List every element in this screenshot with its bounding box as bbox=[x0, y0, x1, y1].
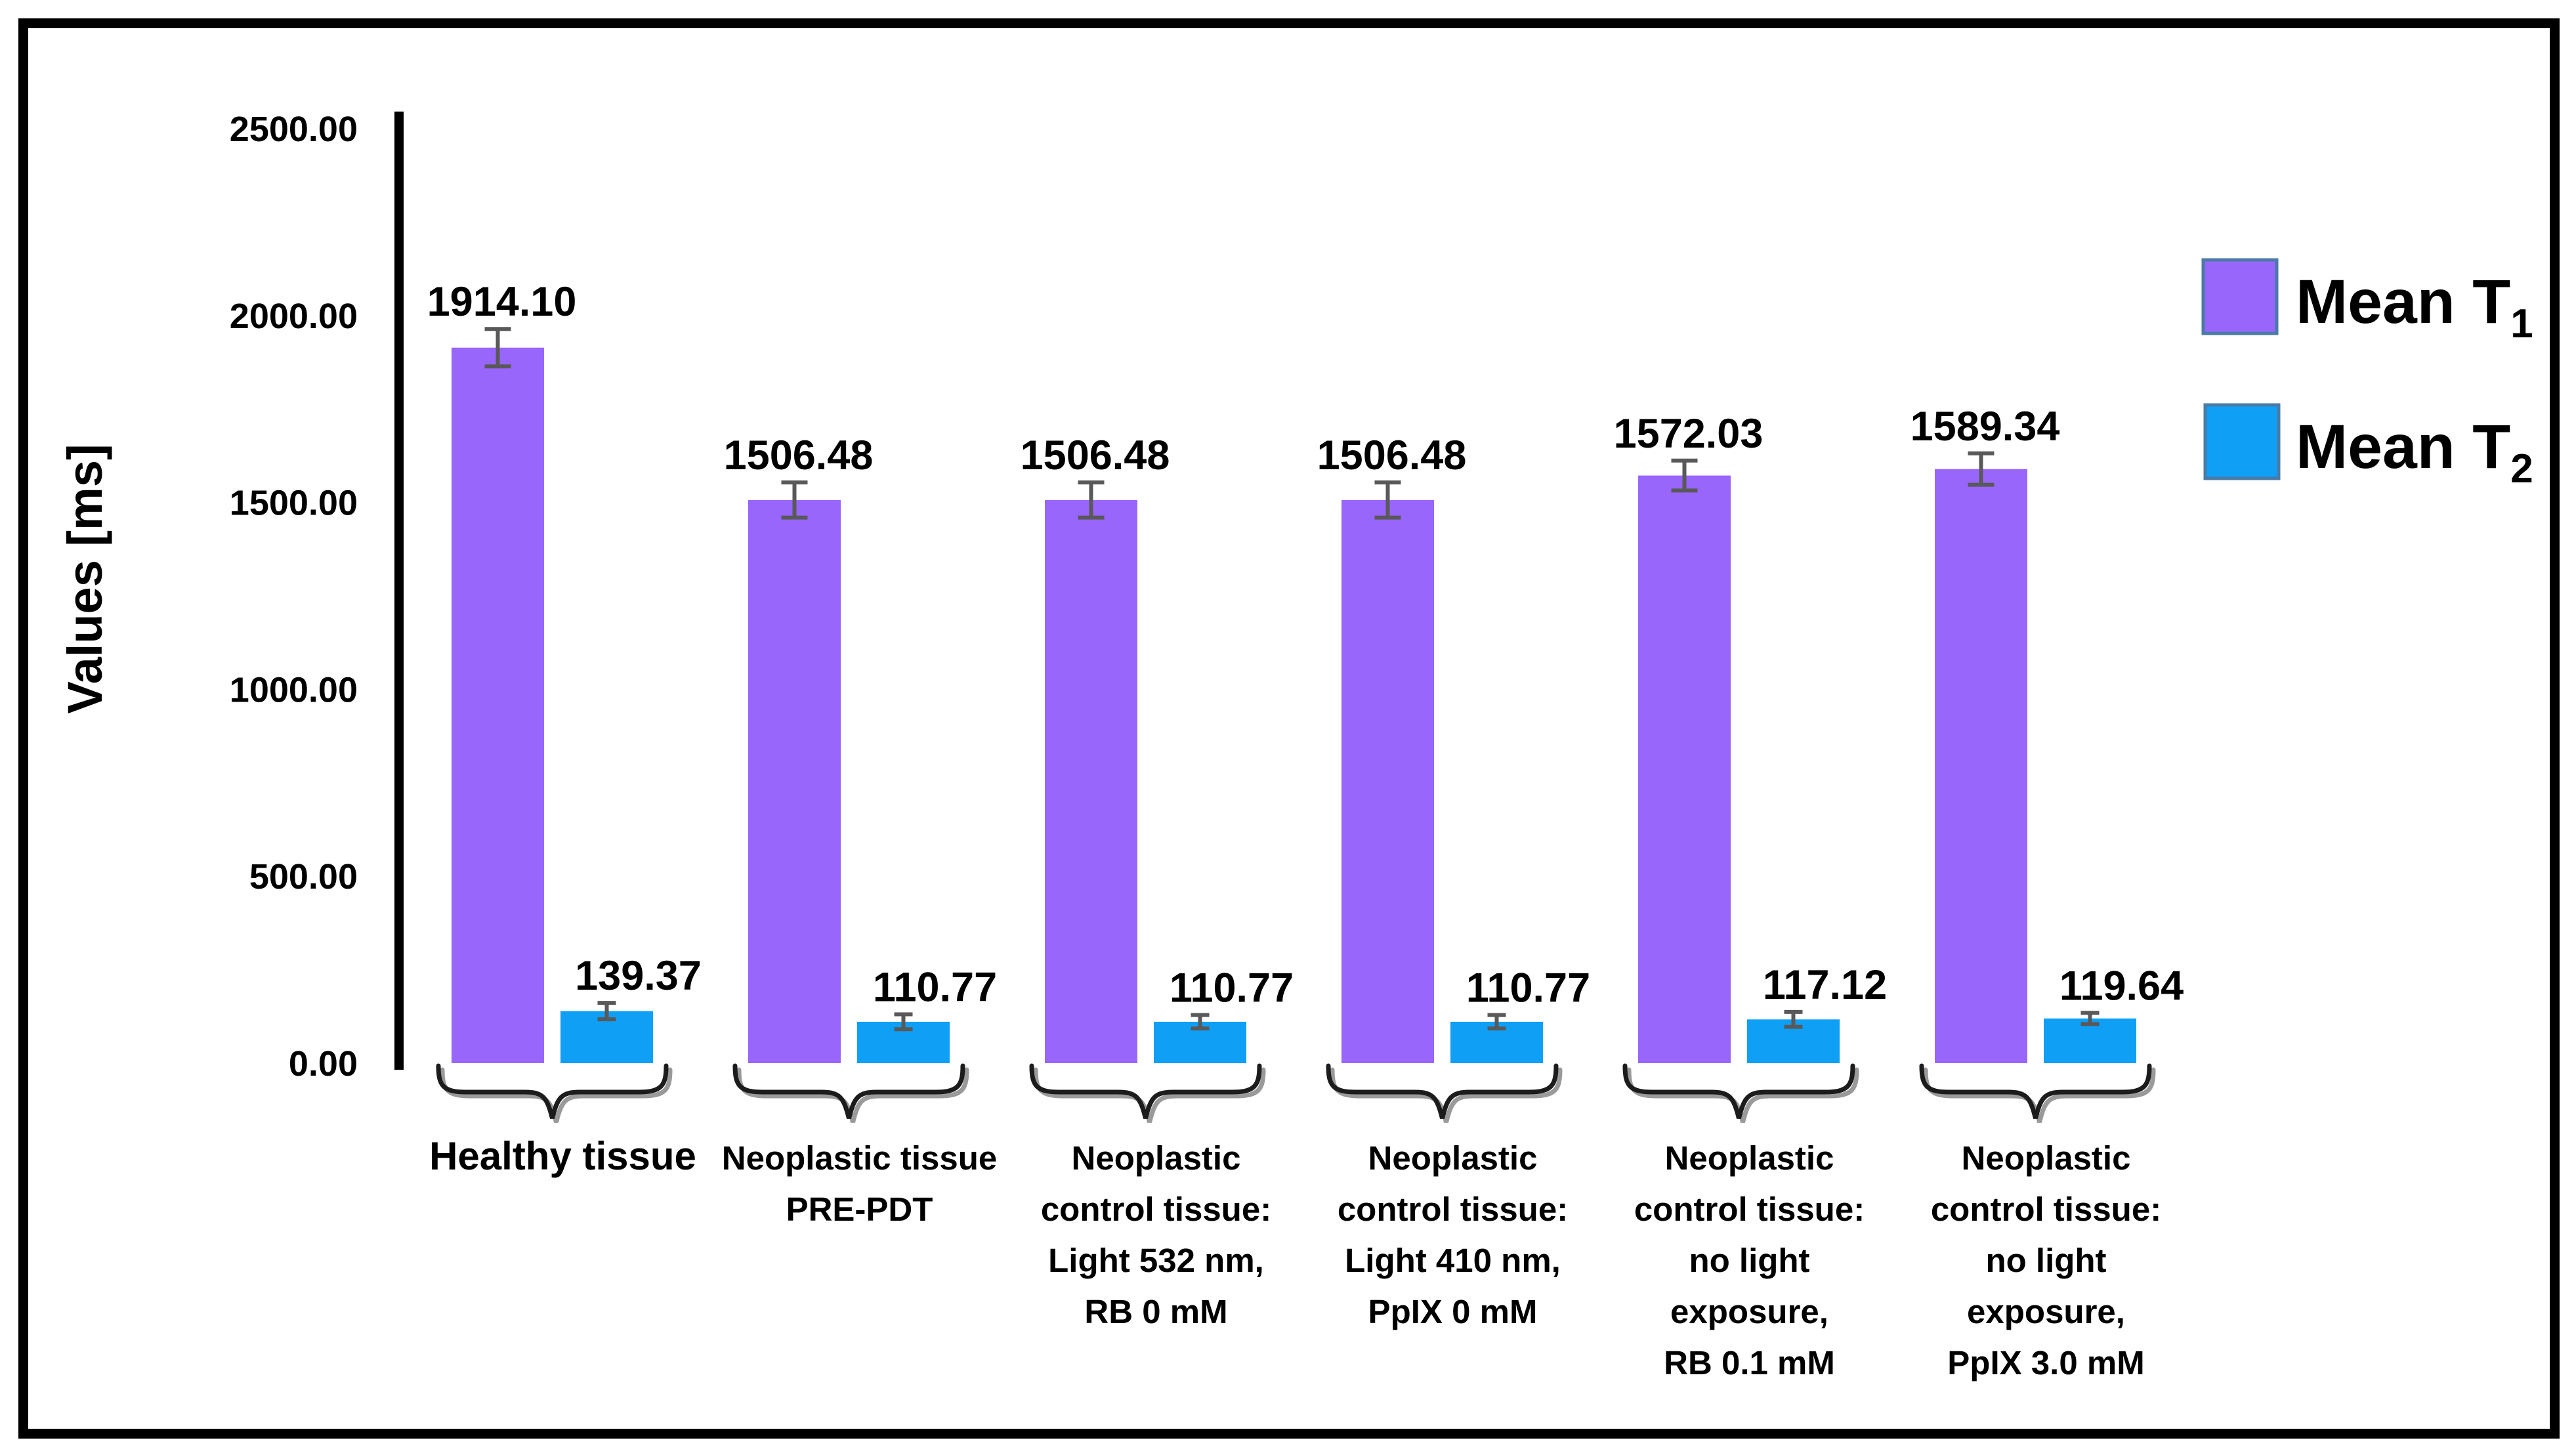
y-axis-line bbox=[394, 112, 404, 1070]
group-brace-shadow bbox=[1033, 1067, 1266, 1123]
y-tick-label: 500.00 bbox=[249, 857, 358, 896]
category-label-line: control tissue: bbox=[1931, 1191, 2161, 1228]
value-label-t2-group-2: 110.77 bbox=[873, 965, 997, 1011]
value-labels: 1914.10 1506.48 1506.48 1506.48 1572.03 1589.… bbox=[427, 279, 2184, 1011]
category-label-line: no light bbox=[1689, 1242, 1809, 1279]
legend-label-text: Mean T bbox=[2296, 267, 2510, 337]
category-label-line: Neoplastic bbox=[1665, 1139, 1834, 1177]
error-bar-t1-group-3 bbox=[1078, 480, 1105, 520]
category-label-line: PRE-PDT bbox=[786, 1191, 933, 1228]
plot-area: 1914.10 1506.48 1506.48 1506.48 1572.03 1589.… bbox=[58, 110, 2533, 1381]
bar-t1-group-3 bbox=[1045, 499, 1137, 1063]
bar-t1-group-5 bbox=[1638, 475, 1731, 1063]
group-brace-shadow bbox=[1923, 1067, 2156, 1123]
category-label-2: Neoplastic tissue PRE-PDT bbox=[722, 1139, 997, 1228]
value-label-t2-group-6: 119.64 bbox=[2059, 963, 2184, 1009]
category-label-line: exposure, bbox=[1670, 1293, 1828, 1330]
y-tick-label: 2500.00 bbox=[230, 110, 358, 149]
value-label-t2-group-1: 139.37 bbox=[575, 953, 702, 999]
figure-border bbox=[18, 18, 2560, 1439]
category-labels: Healthy tissue Neoplastic tissue PRE-PDTNe… bbox=[429, 1134, 2161, 1381]
y-tick-labels: 0.00 500.00 1000.00 1500.00 2000.00 2500.00 bbox=[230, 110, 358, 1084]
category-label-line: Light 410 nm, bbox=[1345, 1242, 1561, 1279]
legend-label-subscript: 1 bbox=[2510, 301, 2533, 347]
y-tick-label: 1500.00 bbox=[230, 484, 358, 523]
legend-label-t2: Mean T2 bbox=[2296, 412, 2533, 492]
error-bar-t1-group-1 bbox=[484, 327, 511, 369]
y-axis-title: Values [ms] bbox=[58, 444, 112, 713]
category-label-line: Light 532 nm, bbox=[1048, 1242, 1264, 1279]
group-brace-1 bbox=[436, 1063, 669, 1119]
category-label-line: Healthy tissue bbox=[429, 1134, 696, 1178]
y-tick-label: 1000.00 bbox=[230, 670, 358, 709]
group-brace-6 bbox=[1919, 1063, 2152, 1119]
category-label-line: control tissue: bbox=[1041, 1191, 1271, 1228]
category-label-line: PpIX 3.0 mM bbox=[1947, 1344, 2144, 1381]
error-bars bbox=[484, 327, 2100, 1032]
category-label-line: RB 0.1 mM bbox=[1664, 1344, 1835, 1381]
value-label-t1-group-5: 1572.03 bbox=[1614, 411, 1763, 457]
error-bar-t1-group-4 bbox=[1374, 480, 1401, 520]
error-bar-t2-group-6 bbox=[2080, 1011, 2100, 1026]
category-label-1: Healthy tissue bbox=[429, 1134, 696, 1178]
legend-label-subscript: 2 bbox=[2510, 446, 2533, 492]
bar-t1-group-6 bbox=[1935, 469, 2027, 1063]
category-label-line: Neoplastic bbox=[1962, 1139, 2131, 1177]
value-label-t1-group-4: 1506.48 bbox=[1317, 432, 1467, 478]
value-label-t1-group-6: 1589.34 bbox=[1911, 404, 2060, 450]
error-bar-t2-group-5 bbox=[1784, 1009, 1803, 1029]
group-brace-3 bbox=[1029, 1063, 1262, 1119]
group-brace-shadow bbox=[1330, 1067, 1563, 1123]
category-label-line: PpIX 0 mM bbox=[1368, 1293, 1538, 1330]
category-label-4: Neoplastic control tissue: Light 410 nm, Pp… bbox=[1338, 1139, 1568, 1330]
value-label-t1-group-2: 1506.48 bbox=[724, 432, 874, 478]
category-label-line: RB 0 mM bbox=[1084, 1293, 1227, 1330]
legend-label-text: Mean T bbox=[2296, 412, 2510, 482]
error-bar-t1-group-6 bbox=[1968, 451, 1995, 487]
legend-swatch-t1 bbox=[2201, 258, 2279, 335]
y-tick-label: 0.00 bbox=[289, 1044, 358, 1084]
bar-t1-group-1 bbox=[452, 347, 544, 1063]
category-label-line: Neoplastic bbox=[1368, 1139, 1538, 1177]
category-label-line: control tissue: bbox=[1634, 1191, 1865, 1228]
y-tick-label: 2000.00 bbox=[230, 297, 358, 336]
category-label-line: no light bbox=[1985, 1242, 2106, 1279]
group-brace-shadow bbox=[440, 1067, 673, 1123]
value-label-t2-group-4: 110.77 bbox=[1466, 965, 1590, 1011]
bars bbox=[452, 347, 2136, 1063]
category-label-5: Neoplastic control tissue: no light exposur… bbox=[1634, 1139, 1865, 1381]
group-brace-shadow bbox=[1626, 1067, 1859, 1123]
category-label-line: Neoplastic tissue bbox=[722, 1139, 997, 1177]
error-bar-t1-group-5 bbox=[1671, 458, 1698, 493]
group-braces bbox=[436, 1063, 2156, 1123]
error-bar-t2-group-4 bbox=[1487, 1013, 1506, 1031]
category-label-line: exposure, bbox=[1967, 1293, 2125, 1330]
group-brace-4 bbox=[1326, 1063, 1559, 1119]
group-brace-5 bbox=[1622, 1063, 1855, 1119]
value-label-t1-group-3: 1506.48 bbox=[1021, 432, 1170, 478]
error-bar-t2-group-3 bbox=[1191, 1013, 1210, 1031]
error-bar-t1-group-2 bbox=[781, 480, 808, 520]
category-label-line: Neoplastic bbox=[1072, 1139, 1241, 1177]
bar-t1-group-4 bbox=[1341, 499, 1434, 1063]
value-label-t2-group-3: 110.77 bbox=[1170, 965, 1294, 1011]
error-bar-t2-group-2 bbox=[894, 1012, 913, 1032]
value-label-t2-group-5: 117.12 bbox=[1763, 962, 1887, 1008]
bar-t1-group-2 bbox=[748, 499, 841, 1063]
error-bar-t2-group-1 bbox=[597, 1001, 616, 1022]
group-brace-shadow bbox=[736, 1067, 969, 1123]
legend-label-t1: Mean T1 bbox=[2296, 267, 2533, 347]
category-label-line: control tissue: bbox=[1338, 1191, 1568, 1228]
category-label-6: Neoplastic control tissue: no light exposur… bbox=[1931, 1139, 2161, 1381]
value-label-t1-group-1: 1914.10 bbox=[427, 279, 577, 325]
group-brace-2 bbox=[732, 1063, 965, 1119]
legend-swatch-t2 bbox=[2203, 403, 2281, 480]
category-label-3: Neoplastic control tissue: Light 532 nm, RB… bbox=[1041, 1139, 1271, 1330]
